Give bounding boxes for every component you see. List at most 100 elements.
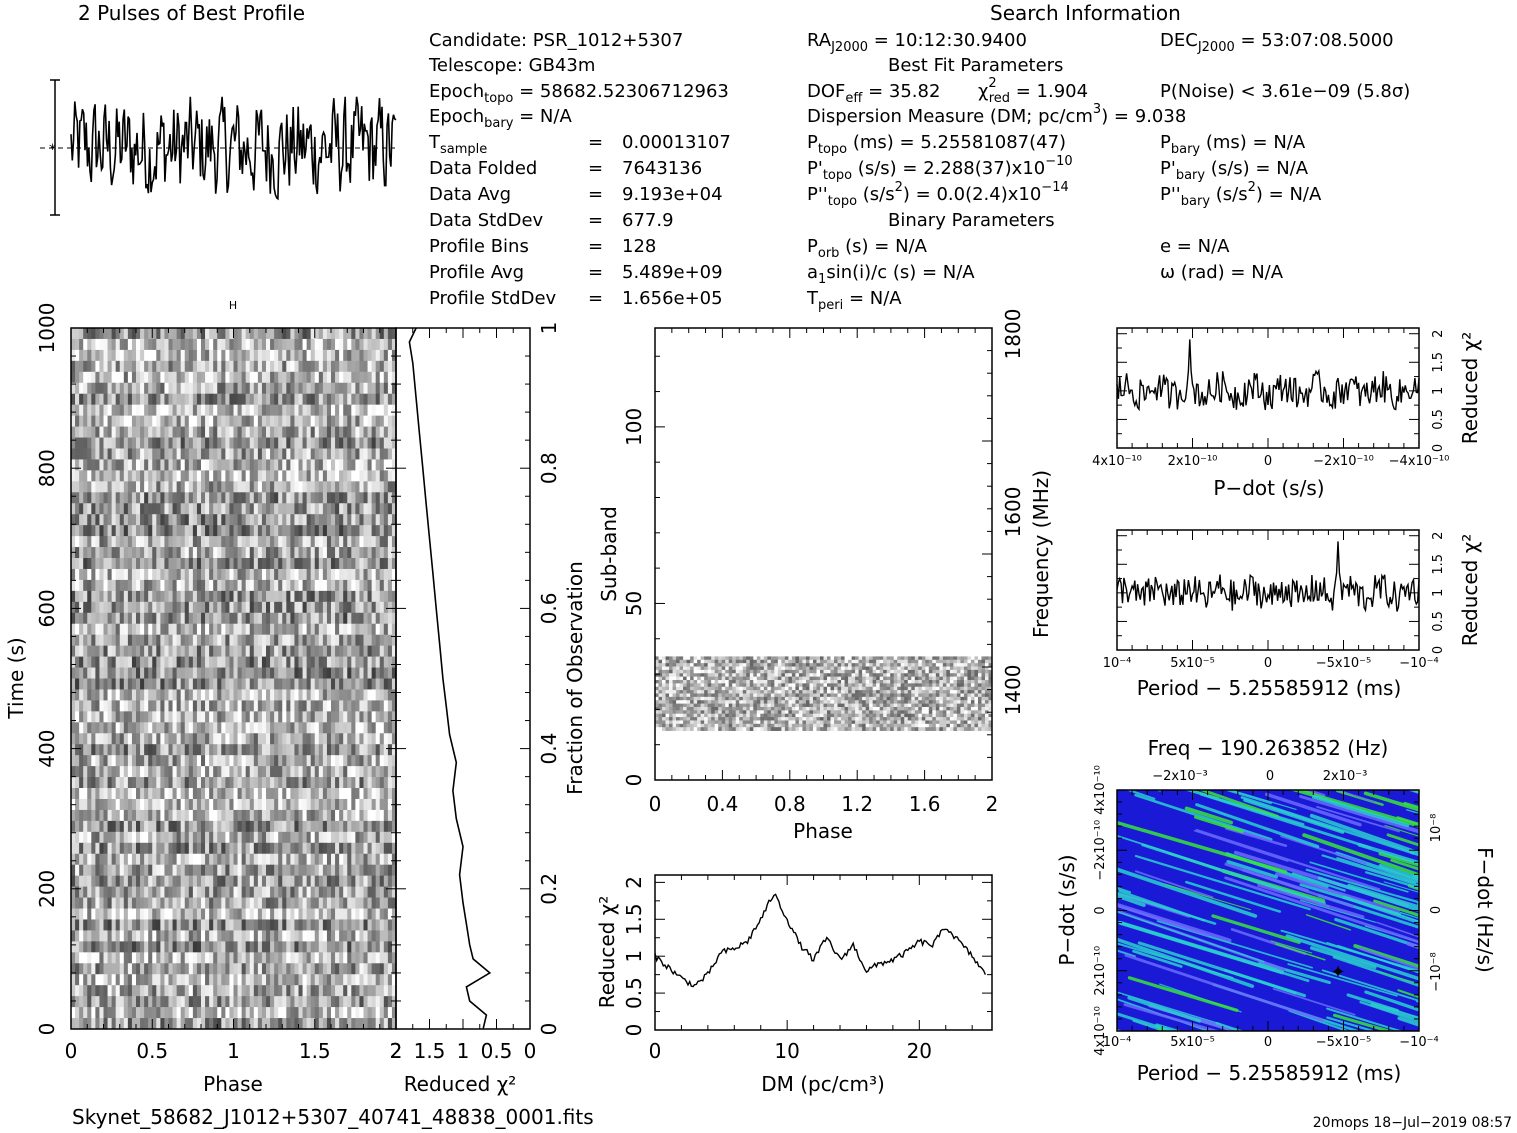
time-phase-cell	[294, 831, 299, 844]
time-phase-cell	[347, 831, 352, 844]
time-phase-cell	[205, 952, 210, 964]
time-phase-cell	[233, 908, 238, 920]
time-phase-cell	[168, 470, 173, 482]
time-phase-cell	[95, 996, 100, 1008]
time-phase-cell	[343, 678, 348, 690]
time-phase-cell	[359, 426, 364, 438]
time-phase-cell	[160, 853, 165, 866]
time-phase-cell	[156, 579, 161, 592]
time-phase-cell	[71, 974, 76, 986]
time-phase-cell	[172, 601, 178, 614]
time-phase-cell	[209, 864, 214, 877]
time-phase-cell	[298, 328, 303, 340]
time-phase-cell	[188, 371, 194, 384]
time-phase-cell	[83, 853, 88, 866]
time-phase-cell	[278, 634, 283, 647]
time-phase-cell	[383, 558, 389, 570]
time-phase-cell	[131, 777, 137, 789]
time-phase-cell	[343, 919, 348, 931]
time-phase-cell	[351, 470, 356, 482]
time-phase-cell	[140, 338, 145, 351]
time-phase-cell	[335, 831, 340, 844]
time-phase-cell	[152, 349, 157, 362]
time-phase-cell	[115, 415, 121, 427]
time-phase-cell	[225, 612, 230, 625]
time-phase-cell	[107, 547, 113, 559]
time-phase-cell	[107, 514, 113, 526]
time-phase-cell	[103, 634, 108, 647]
time-phase-cell	[233, 415, 238, 427]
time-phase-cell	[331, 875, 336, 888]
time-phase-cell	[229, 853, 234, 866]
time-phase-cell	[245, 470, 251, 482]
time-phase-cell	[196, 371, 202, 384]
time-phase-cell	[148, 864, 153, 877]
time-phase-cell	[217, 382, 222, 395]
time-phase-cell	[286, 579, 291, 592]
time-phase-cell	[87, 470, 92, 482]
time-phase-cell	[343, 842, 348, 855]
time-phase-cell	[282, 328, 287, 340]
time-phase-cell	[144, 952, 149, 964]
time-phase-cell	[322, 623, 328, 636]
time-phase-cell	[322, 448, 328, 460]
time-phase-cell	[335, 536, 340, 548]
time-phase-cell	[387, 338, 393, 351]
time-phase-cell	[391, 985, 396, 997]
time-phase-cell	[347, 678, 352, 690]
time-phase-cell	[257, 864, 263, 877]
time-phase-cell	[213, 886, 218, 898]
time-phase-cell	[180, 568, 186, 581]
time-phase-cell	[261, 349, 267, 362]
time-phase-cell	[241, 426, 247, 438]
time-phase-cell	[131, 393, 137, 406]
time-phase-cell	[205, 700, 210, 712]
time-phase-cell	[209, 744, 214, 756]
time-phase-cell	[148, 689, 153, 701]
time-phase-cell	[192, 492, 198, 504]
time-phase-cell	[213, 777, 218, 789]
time-phase-cell	[270, 503, 275, 515]
time-phase-cell	[310, 525, 316, 537]
time-phase-cell	[111, 404, 117, 417]
time-phase-cell	[237, 788, 243, 800]
time-phase-cell	[213, 766, 218, 778]
search-information-title: Search Information	[990, 1, 1181, 25]
time-phase-cell	[140, 700, 145, 712]
time-phase-cell	[172, 590, 178, 603]
time-phase-cell	[387, 853, 393, 866]
time-phase-cell	[387, 974, 393, 986]
time-phase-cell	[306, 908, 312, 920]
time-phase-cell	[91, 338, 96, 351]
time-phase-cell	[87, 711, 92, 723]
time-phase-cell	[314, 667, 320, 679]
time-phase-cell	[111, 831, 117, 844]
time-phase-cell	[249, 645, 255, 657]
time-phase-cell	[257, 689, 263, 701]
time-phase-cell	[326, 897, 332, 909]
time-phase-cell	[278, 579, 283, 592]
time-phase-cell	[391, 492, 396, 504]
time-phase-cell	[355, 426, 360, 438]
time-phase-cell	[379, 755, 385, 767]
time-phase-cell	[83, 689, 88, 701]
time-phase-cell	[188, 897, 194, 909]
time-phase-cell	[192, 645, 198, 657]
time-phase-cell	[172, 678, 178, 690]
time-phase-cell	[172, 689, 178, 701]
time-phase-cell	[160, 415, 165, 427]
time-phase-cell	[375, 656, 381, 668]
time-phase-cell	[310, 328, 316, 340]
time-phase-cell	[144, 996, 149, 1008]
time-phase-cell	[168, 831, 173, 844]
time-phase-cell	[107, 634, 113, 647]
time-phase-cell	[290, 886, 295, 898]
time-phase-cell	[359, 678, 364, 690]
time-phase-cell	[266, 798, 271, 811]
time-phase-cell	[318, 338, 324, 351]
time-phase-cell	[229, 678, 234, 690]
time-phase-cell	[119, 919, 125, 931]
time-phase-cell	[83, 985, 88, 997]
time-phase-cell	[351, 547, 356, 559]
time-phase-cell	[290, 853, 295, 866]
